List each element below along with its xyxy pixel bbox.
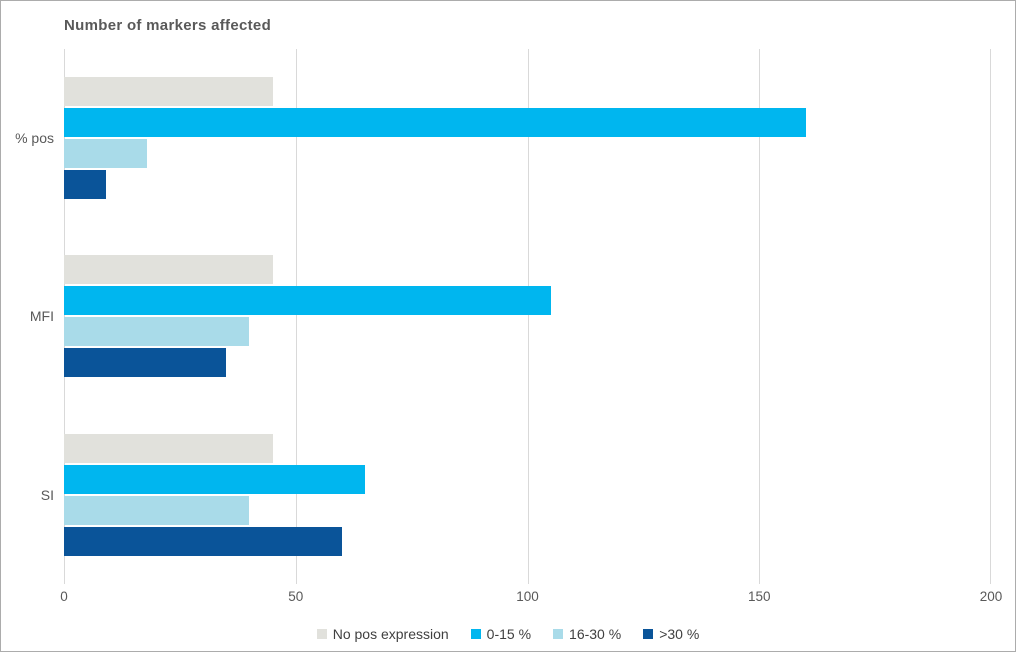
bar-mfi-0-15 — [64, 286, 551, 316]
chart-body: % pos MFI SI — [1, 49, 1015, 584]
bar-group-mfi — [64, 227, 991, 405]
legend-swatch-icon — [643, 629, 654, 639]
legend-swatch-icon — [470, 629, 481, 639]
gridline-0 — [64, 49, 65, 584]
bar-si-0-15 — [64, 464, 366, 494]
x-tick-label-0: 0 — [60, 589, 68, 604]
category-label-mfi: MFI — [29, 308, 54, 325]
bar-group-pos — [64, 49, 991, 227]
category-label-pos: % pos — [15, 130, 54, 147]
legend: No pos expression 0-15 % 16-30 % >30 % — [1, 622, 1015, 646]
bar-si-16-30 — [64, 495, 250, 525]
gridline-150 — [759, 49, 761, 584]
x-tick-label-200: 200 — [979, 589, 1003, 604]
bar-mfi-no-pos-expression — [64, 255, 273, 285]
bar-mfi-30 — [64, 348, 227, 378]
bar-groups — [64, 49, 991, 584]
legend-label: 16-30 % — [569, 626, 622, 642]
bar-si-no-pos-expression — [64, 433, 273, 463]
bar-mfi-16-30 — [64, 317, 250, 347]
legend-swatch-icon — [316, 629, 327, 639]
y-axis-labels: % pos MFI SI — [1, 49, 64, 584]
bar-pos-0-15 — [64, 108, 806, 138]
bar-group-si — [64, 406, 991, 584]
legend-swatch-icon — [553, 629, 564, 639]
x-tick-label-50: 50 — [288, 589, 304, 604]
legend-label: >30 % — [659, 626, 700, 642]
legend-item-30: >30 % — [643, 626, 699, 642]
bar-pos-16-30 — [64, 139, 148, 169]
x-tick-label-150: 150 — [747, 589, 771, 604]
x-tick-label-100: 100 — [516, 589, 539, 604]
gridline-200 — [990, 49, 991, 584]
legend-label: 0-15 % — [486, 626, 532, 642]
chart-title: Number of markers affected — [64, 17, 272, 34]
category-label-si: SI — [40, 486, 54, 503]
legend-item-0-15: 0-15 % — [470, 626, 532, 642]
legend-item-no-pos-expression: No pos expression — [316, 626, 449, 642]
bar-si-30 — [64, 526, 343, 556]
plot-area — [64, 49, 991, 584]
legend-label: No pos expression — [332, 626, 449, 642]
bar-pos-30 — [64, 170, 106, 200]
gridline-50 — [295, 49, 297, 584]
legend-item-16-30: 16-30 % — [553, 626, 621, 642]
bar-pos-no-pos-expression — [64, 77, 273, 107]
gridline-100 — [527, 49, 529, 584]
x-axis: 0 50 100 150 200 — [60, 589, 1002, 609]
